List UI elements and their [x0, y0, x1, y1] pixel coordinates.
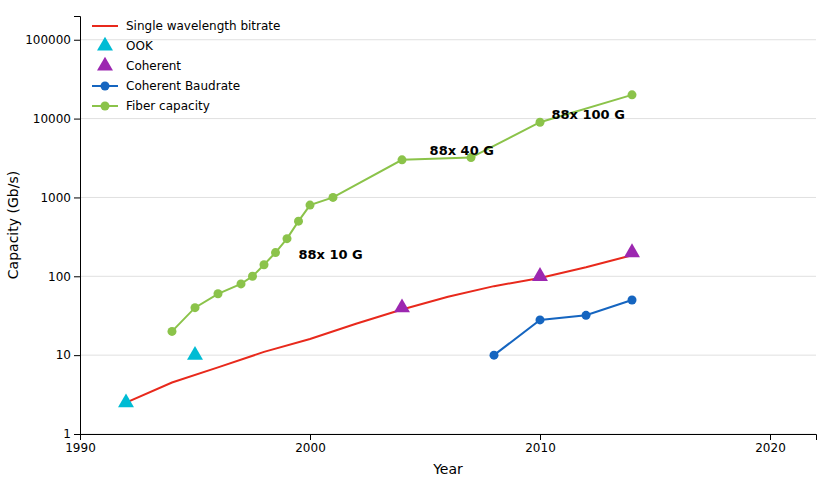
- point: [536, 315, 545, 324]
- point: [283, 234, 292, 243]
- annotation: 88x 100 G: [552, 107, 625, 122]
- series: [118, 346, 203, 407]
- point: [191, 303, 200, 312]
- marks: [118, 90, 640, 407]
- plot: 1990 2000 2010 2020 1 10 100 1000 10000 100000 88x…: [25, 17, 816, 455]
- point: [306, 201, 315, 210]
- series-line: [126, 255, 632, 402]
- y-axis-line: [74, 17, 81, 435]
- legend-line: [92, 25, 118, 27]
- y-axis-tick: 100: [48, 270, 80, 284]
- series-line: [172, 95, 632, 332]
- legend-item: Coherent: [97, 57, 181, 73]
- x-axis-tick-label: 2020: [755, 441, 786, 455]
- point: [248, 272, 257, 281]
- x-axis-tick-label: 2010: [525, 441, 556, 455]
- point: [187, 346, 203, 360]
- y-axis-tick-label: 1000: [40, 191, 71, 205]
- y-axis-tick-label: 10: [56, 348, 71, 362]
- point: [329, 193, 338, 202]
- point: [260, 260, 269, 269]
- y-axis-tick-mark: [74, 40, 80, 41]
- x-axis-line: [81, 435, 817, 441]
- legend-marker: [101, 82, 110, 91]
- grid-line: [80, 276, 816, 277]
- y-axis-tick-label: 100000: [25, 33, 71, 47]
- legend-item: Coherent Baudrate: [92, 79, 240, 93]
- y-axis-tick-label: 10000: [33, 112, 71, 126]
- series: [126, 255, 632, 402]
- legend-label: Single wavelength bitrate: [126, 19, 280, 33]
- x-axis-tick-mark: [770, 434, 771, 440]
- x-axis-tick-label: 1990: [65, 441, 96, 455]
- y-axis-tick-label: 100: [48, 270, 71, 284]
- y-axis-tick-mark: [74, 276, 80, 277]
- grid-line: [80, 39, 816, 40]
- annotations: 88x 10 G 88x 40 G 88x 100 G: [299, 107, 625, 263]
- point: [582, 311, 591, 320]
- legend-marker: [101, 102, 110, 111]
- legend-marker: [97, 57, 113, 71]
- x-axis-tick-label: 2000: [295, 441, 326, 455]
- point: [398, 155, 407, 164]
- grid-line: [80, 197, 816, 198]
- point: [532, 267, 548, 281]
- annotation: 88x 40 G: [430, 143, 494, 158]
- series: [394, 243, 640, 312]
- series: [168, 90, 637, 336]
- legend-label: Coherent Baudrate: [126, 79, 240, 93]
- legend-item: Single wavelength bitrate: [92, 19, 280, 33]
- point: [536, 118, 545, 127]
- legend-label: OOK: [126, 39, 154, 53]
- grid: [80, 40, 816, 434]
- y-axis-tick-mark: [74, 197, 80, 198]
- annotation: 88x 10 G: [299, 247, 363, 262]
- y-axis: 1 10 100 1000 10000 100000: [25, 17, 80, 442]
- y-axis-tick-mark: [74, 119, 80, 120]
- x-axis-tick: 2020: [755, 434, 786, 455]
- grid-line: [80, 118, 816, 119]
- x-axis-title: Year: [432, 461, 463, 477]
- legend-item: Fiber capacity: [92, 99, 210, 113]
- series: [490, 296, 637, 360]
- point: [237, 279, 246, 288]
- y-axis-title: Capacity (Gb/s): [5, 171, 21, 279]
- y-axis-tick: 1000: [40, 191, 80, 205]
- point: [168, 327, 177, 336]
- x-axis-tick: 2010: [525, 434, 556, 455]
- point: [628, 90, 637, 99]
- x-axis-tick-mark: [540, 434, 541, 440]
- point: [394, 298, 410, 312]
- x-axis-tick: 2000: [295, 434, 326, 455]
- point: [624, 243, 640, 257]
- y-axis-tick: 10000: [33, 112, 80, 126]
- y-axis-tick-label: 1: [63, 427, 71, 441]
- point: [214, 289, 223, 298]
- point: [490, 351, 499, 360]
- point: [294, 217, 303, 226]
- chart: 1990 2000 2010 2020 1 10 100 1000 10000 100000 88x…: [0, 0, 840, 486]
- point: [628, 296, 637, 305]
- legend-label: Fiber capacity: [126, 99, 210, 113]
- legend-marker: [97, 37, 113, 51]
- point: [118, 393, 134, 407]
- y-axis-tick: 100000: [25, 33, 80, 47]
- legend-item: OOK: [97, 37, 154, 53]
- y-axis-tick-mark: [74, 434, 80, 435]
- point: [271, 248, 280, 257]
- x-axis: 1990 2000 2010 2020: [65, 434, 816, 455]
- series-line: [494, 300, 632, 355]
- y-axis-tick-mark: [74, 355, 80, 356]
- y-axis-tick: 1: [63, 427, 80, 441]
- legend: Single wavelength bitrate OOK Coherent Cohe…: [92, 19, 280, 113]
- y-axis-tick: 10: [56, 348, 80, 362]
- legend-label: Coherent: [126, 59, 181, 73]
- x-axis-tick-mark: [310, 434, 311, 440]
